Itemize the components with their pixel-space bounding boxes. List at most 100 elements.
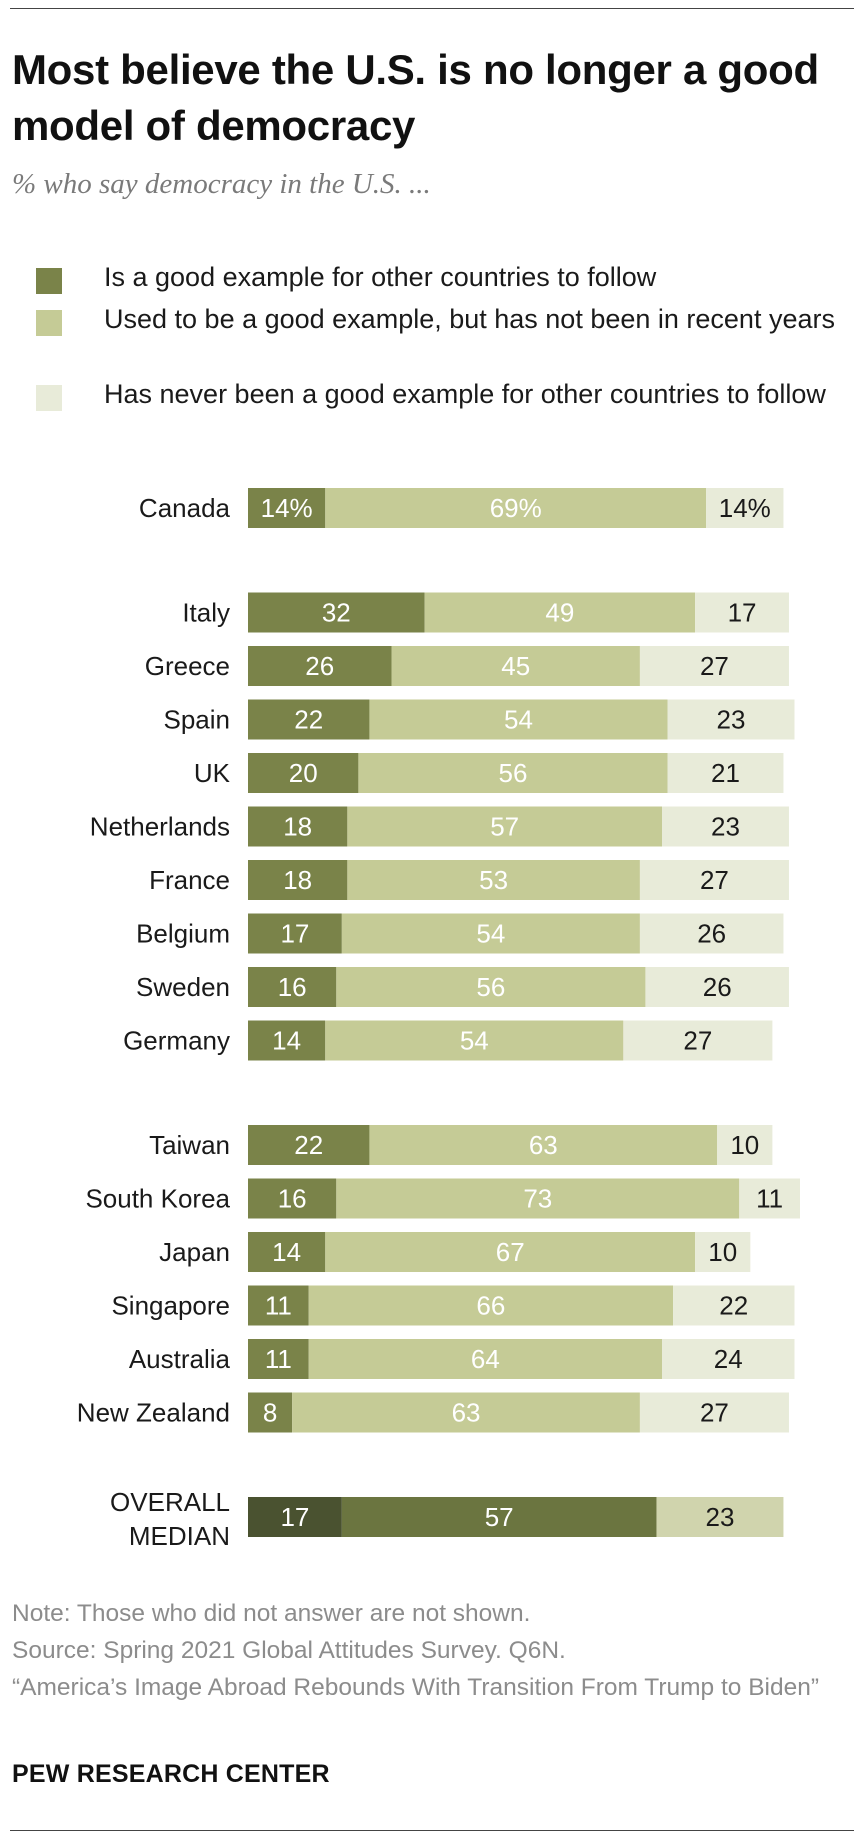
data-label-uk-2: 56 (498, 758, 527, 788)
data-label-singapore-1: 11 (265, 1291, 292, 1321)
data-label-canada-1: 14% (261, 493, 313, 523)
category-label-canada: Canada (139, 493, 231, 523)
data-label-greece-1: 26 (305, 651, 334, 681)
data-label-sweden-2: 56 (476, 972, 505, 1002)
chart-subtitle: % who say democracy in the U.S. ... (12, 168, 431, 200)
data-label-germany-1: 14 (272, 1026, 301, 1056)
data-label-netherlands-2: 57 (490, 812, 519, 842)
category-label-spain: Spain (164, 705, 231, 735)
category-label-new-zealand: New Zealand (77, 1398, 230, 1428)
category-label-italy: Italy (182, 598, 230, 628)
data-label-france-2: 53 (479, 865, 508, 895)
stacked-bar-chart: Canada 14% 69% 14% Italy 32 49 17 Greece 26 45 27 Sp… (77, 488, 800, 1551)
data-label-singapore-2: 66 (476, 1291, 505, 1321)
bar-segment-overall-median-2 (341, 1497, 657, 1537)
bar-segment-singapore-3 (673, 1285, 795, 1326)
data-label-belgium-3: 26 (697, 919, 726, 949)
bar-segment-sweden-1 (248, 967, 337, 1007)
category-label-taiwan: Taiwan (149, 1130, 230, 1160)
bar-segment-japan-3 (695, 1232, 751, 1272)
bar-segment-france-3 (639, 860, 789, 900)
data-label-japan-1: 14 (272, 1237, 301, 1267)
bar-segment-italy-1 (248, 592, 425, 633)
data-label-italy-3: 17 (728, 598, 757, 628)
data-label-australia-3: 24 (714, 1344, 743, 1374)
chart-notes: Note: Those who did not answer are not s… (12, 1595, 852, 1706)
bar-segment-sweden-2 (336, 967, 646, 1007)
bar-segment-japan-1 (248, 1232, 326, 1272)
data-label-sweden-1: 16 (278, 972, 307, 1002)
report-title-line: “America’s Image Abroad Rebounds With Tr… (12, 1674, 820, 1701)
bar-segment-south-korea-1 (248, 1178, 337, 1219)
data-label-belgium-2: 54 (476, 919, 505, 949)
data-label-spain-2: 54 (504, 705, 533, 735)
bar-segment-new-zealand-3 (639, 1392, 789, 1433)
bar-segment-japan-2 (325, 1232, 696, 1272)
data-label-italy-1: 32 (322, 598, 351, 628)
bar-segment-belgium-3 (639, 913, 784, 954)
data-label-canada-3: 14% (719, 493, 771, 523)
data-label-south-korea-2: 73 (523, 1184, 552, 1214)
bar-segment-greece-1 (248, 646, 392, 686)
bar-segment-south-korea-3 (739, 1178, 800, 1219)
category-label-sweden: Sweden (136, 972, 230, 1002)
bar-segment-australia-3 (662, 1339, 795, 1379)
data-label-australia-2: 64 (471, 1344, 500, 1374)
data-label-south-korea-1: 16 (278, 1184, 307, 1214)
bar-segment-new-zealand-1 (248, 1392, 293, 1433)
bar-segment-germany-2 (325, 1020, 624, 1061)
bar-segment-netherlands-1 (248, 806, 348, 847)
data-label-japan-2: 67 (496, 1237, 525, 1267)
bar-segment-new-zealand-2 (292, 1392, 640, 1433)
bar-segment-netherlands-2 (347, 806, 662, 847)
data-label-overall-median-3: 23 (705, 1502, 734, 1532)
bar-segment-south-korea-2 (336, 1178, 740, 1219)
data-label-overall-median-1: 17 (280, 1502, 309, 1532)
bar-segment-uk-1 (248, 753, 359, 793)
data-label-new-zealand-2: 63 (452, 1398, 481, 1428)
bar-segment-singapore-1 (248, 1285, 309, 1326)
data-label-netherlands-1: 18 (283, 812, 312, 842)
data-label-uk-3: 21 (711, 758, 740, 788)
data-label-australia-1: 11 (265, 1344, 292, 1374)
bar-segment-taiwan-3 (717, 1125, 773, 1165)
bar-segment-belgium-2 (341, 913, 640, 954)
bottom-rule (10, 1830, 854, 1831)
data-label-netherlands-3: 23 (711, 812, 740, 842)
bar-segment-overall-median-1 (248, 1497, 342, 1537)
bar-segment-uk-3 (667, 753, 784, 793)
category-label-japan: Japan (159, 1237, 230, 1267)
bar-segment-sweden-3 (645, 967, 789, 1007)
legend-swatch-good-example (36, 268, 62, 294)
source-line: Source: Spring 2021 Global Attitudes Sur… (12, 1637, 566, 1664)
category-label-singapore: Singapore (111, 1291, 230, 1321)
data-label-italy-2: 49 (545, 598, 574, 628)
data-label-belgium-1: 17 (280, 919, 309, 949)
note-line: Note: Those who did not answer are not s… (12, 1600, 531, 1627)
data-label-greece-2: 45 (501, 651, 530, 681)
data-label-new-zealand-1: 8 (263, 1398, 277, 1428)
data-label-canada-2: 69% (490, 493, 542, 523)
data-label-new-zealand-3: 27 (700, 1398, 729, 1428)
bar-segment-singapore-2 (308, 1285, 674, 1326)
bar-segment-canada-2 (325, 488, 707, 528)
bar-segment-italy-2 (424, 592, 696, 633)
data-label-taiwan-1: 22 (294, 1130, 323, 1160)
bar-segment-france-1 (248, 860, 348, 900)
bar-segment-greece-3 (639, 646, 789, 686)
bar-segment-spain-2 (369, 699, 668, 740)
legend-label-used-to-be: Used to be a good example, but has not b… (104, 304, 835, 334)
bar-segment-germany-3 (623, 1020, 773, 1061)
bar-segment-belgium-1 (248, 913, 342, 954)
bar-segment-spain-1 (248, 699, 370, 740)
category-label-greece: Greece (145, 651, 230, 681)
data-label-germany-3: 27 (683, 1026, 712, 1056)
bar-segment-australia-1 (248, 1339, 309, 1379)
bar-segment-greece-2 (391, 646, 640, 686)
data-label-taiwan-3: 10 (730, 1130, 759, 1160)
category-label-france: France (149, 865, 230, 895)
legend-label-good-example: Is a good example for other countries to… (104, 262, 657, 292)
data-label-france-3: 27 (700, 865, 729, 895)
category-label-uk: UK (194, 758, 231, 788)
chart-title: Most believe the U.S. is no longer a goo… (12, 46, 819, 149)
